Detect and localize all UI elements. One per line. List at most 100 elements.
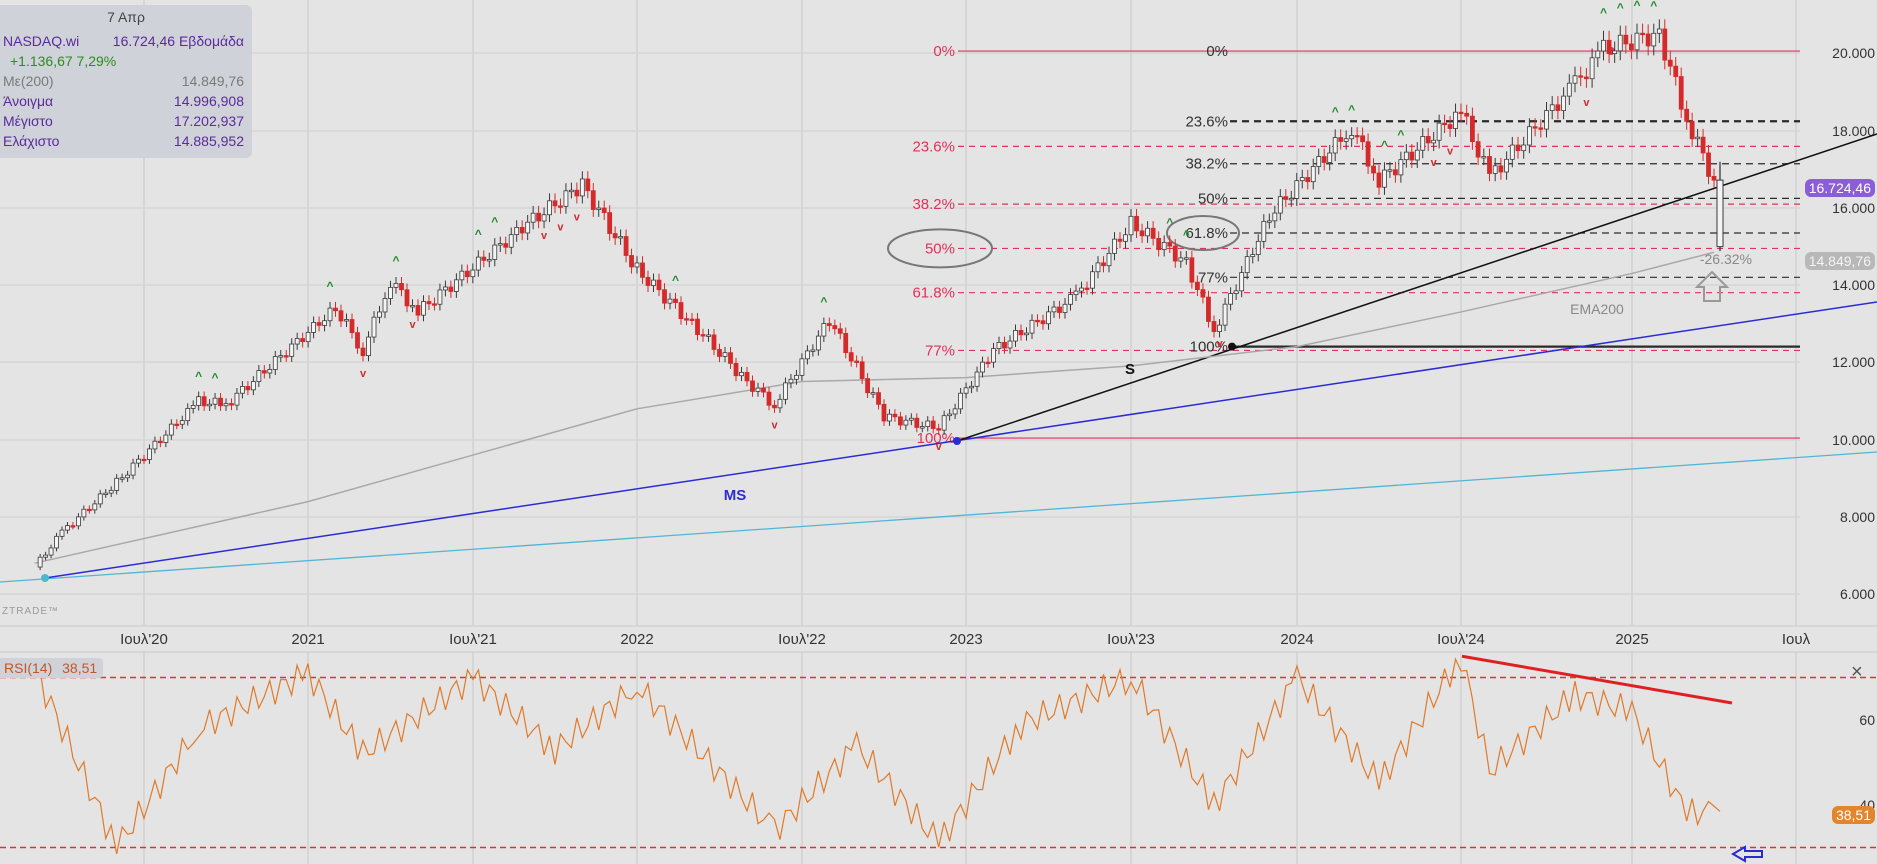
ema-row-label: Με(200) [3,73,54,89]
rsi-current-label: 38,51 [1831,806,1875,824]
rsi-legend[interactable]: RSI(14) 38,51 [0,658,104,678]
candle-body [388,286,393,299]
price-period: 16.724,46 Εβδομάδα [112,33,244,49]
candle-body [475,256,481,271]
current-price-label: 16.724,46 [1804,179,1875,197]
candle-body [179,420,185,425]
candle-body [1515,144,1521,152]
fib-left-label: 38.2% [912,196,955,213]
candle-body [629,255,634,268]
fib-right-label: 77% [1198,269,1228,286]
candle-body [333,307,338,312]
current-candle-body [1716,179,1724,248]
candle-body [432,303,437,306]
candle-body [837,328,843,334]
pivot-high-marker: ^ [1348,103,1355,117]
trend-anchor-point [41,574,49,582]
candle-body [1403,151,1409,161]
pivot-high-marker: ^ [392,254,399,268]
symbol-label: NASDAQ.wi [3,33,80,49]
fib-left-label: 77% [925,342,955,359]
candle-body [486,259,492,262]
x-tick-label: 2023 [949,631,982,648]
candle-body [1684,108,1690,122]
candle-body [316,322,322,326]
candle-body [1700,136,1706,154]
candle-body [163,434,169,443]
fib-right-label: 38.2% [1185,156,1228,173]
candle-body [722,352,728,357]
y-tick-label: 8.000 [1840,509,1875,525]
candle-body [508,234,514,248]
info-date: 7 Απρ [107,9,145,25]
candle-body [1261,220,1267,242]
candle-body [1106,252,1112,267]
candle-body [1549,104,1555,112]
candle-body [783,382,788,400]
candle-body [207,403,213,407]
candle-body [1447,124,1453,129]
candle-body [1651,32,1657,47]
pivot-high-marker: ^ [1183,227,1190,241]
candle-body [1134,215,1139,232]
candle-body [1117,238,1123,242]
candle-body [267,369,273,374]
candle-body [1128,215,1134,236]
candle-body [1332,137,1338,154]
candle-body [870,392,876,395]
candle-body [1425,136,1431,144]
open-row-value: 14.996,908 [173,93,244,109]
pivot-high-marker: ^ [1600,5,1607,19]
pivot-low-marker: v [1216,338,1223,350]
candle-body [695,318,700,335]
pivot-high-marker: ^ [195,369,202,383]
candle-body [1623,34,1629,45]
candle-body [1084,287,1090,290]
candle-body [1062,303,1068,313]
up-arrow-icon [1694,270,1730,302]
candle-body [755,387,761,392]
candle-body [37,556,43,568]
candle-body [1316,156,1322,167]
candle-body [1382,169,1387,188]
pivot-high-marker: ^ [475,227,482,241]
candle-body [530,212,536,223]
y-tick-label: 18.000 [1832,123,1875,139]
pivot-high-marker: ^ [672,273,679,287]
close-icon[interactable]: × [1851,661,1863,683]
candle-body [147,448,152,460]
candle-body [1544,110,1549,130]
candle-body [1222,303,1228,326]
candle-body [1387,169,1393,172]
candle-body [1584,76,1589,80]
candle-body [1327,152,1333,163]
candle-body [212,397,218,405]
candle-body [1288,198,1294,201]
candle-body [1068,294,1073,305]
candle-body [1161,242,1167,250]
candle-body [1695,136,1700,140]
candle-body [371,316,377,338]
candle-body [1073,290,1079,296]
candle-body [958,392,963,410]
trend-anchor-point [953,437,961,445]
candle-body [245,386,251,391]
candle-body [1504,158,1509,173]
candle-body [750,380,755,392]
candle-body [103,492,109,495]
candle-body [1376,172,1382,188]
x-tick-label: Ιουλ'23 [1107,631,1155,648]
candle-body [1634,32,1640,51]
candle-body [607,212,613,234]
candle-body [125,474,130,479]
candle-body [1211,321,1217,332]
pivot-high-marker: ^ [1381,138,1388,152]
candle-body [601,207,607,213]
candle-body [854,360,860,363]
ema-row-value: 14.849,76 [181,73,244,89]
candle-body [1360,135,1365,143]
candle-body [1538,127,1544,130]
low-row-value: 14.885,952 [173,133,244,149]
candle-body [300,338,306,343]
